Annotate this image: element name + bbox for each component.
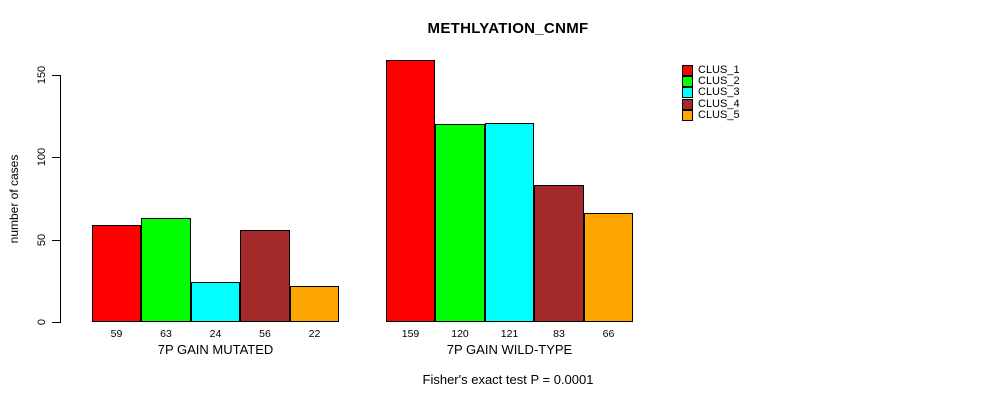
legend-label: CLUS_2 xyxy=(698,75,740,87)
bar-value-label: 120 xyxy=(451,328,469,340)
y-tick-label: 100 xyxy=(36,147,48,167)
y-tick xyxy=(52,157,60,158)
legend-label: CLUS_4 xyxy=(698,98,740,110)
y-tick-label: 150 xyxy=(36,65,48,85)
bar-clus_3-group1 xyxy=(191,282,240,322)
y-tick xyxy=(52,75,60,76)
x-category-label: 7P GAIN WILD-TYPE xyxy=(446,342,573,357)
legend-label: CLUS_3 xyxy=(698,86,740,98)
y-tick-label: 50 xyxy=(36,233,48,247)
y-axis-line xyxy=(60,75,61,323)
bar-value-label: 83 xyxy=(553,328,565,340)
bar-value-label: 66 xyxy=(602,328,615,340)
legend-label: CLUS_5 xyxy=(698,109,740,121)
y-tick-label: 0 xyxy=(36,318,48,326)
bar-clus_4-group2 xyxy=(534,185,584,322)
bar-value-label: 121 xyxy=(500,328,519,340)
annotation-text: Fisher's exact test P = 0.0001 xyxy=(422,372,594,387)
bar-clus_2-group1 xyxy=(141,218,191,322)
bar-value-label: 63 xyxy=(160,328,172,340)
bar-clus_1-group2 xyxy=(386,60,435,322)
bar-clus_4-group1 xyxy=(240,230,290,322)
x-category-label: 7P GAIN MUTATED xyxy=(157,342,274,357)
bar-clus_3-group2 xyxy=(485,123,534,322)
bar-clus_5-group2 xyxy=(584,213,633,322)
bar-clus_2-group2 xyxy=(435,124,485,322)
y-tick xyxy=(52,322,60,323)
bar-value-label: 59 xyxy=(110,328,123,340)
legend-swatch-clus_5 xyxy=(682,110,693,121)
bar-value-label: 24 xyxy=(209,328,222,340)
bar-clus_5-group1 xyxy=(290,286,339,322)
bar-value-label: 56 xyxy=(259,328,271,340)
legend-swatch-clus_3 xyxy=(682,87,693,98)
legend-label: CLUS_1 xyxy=(698,64,740,76)
legend-swatch-clus_2 xyxy=(682,76,693,87)
bar-value-label: 159 xyxy=(401,328,420,340)
legend-swatch-clus_1 xyxy=(682,65,693,76)
legend-swatch-clus_4 xyxy=(682,99,693,110)
y-tick xyxy=(52,240,60,241)
bar-clus_1-group1 xyxy=(92,225,141,322)
bar-value-label: 22 xyxy=(308,328,321,340)
y-axis-label: number of cases xyxy=(7,154,21,244)
chart-title: METHLYATION_CNMF xyxy=(427,20,589,37)
